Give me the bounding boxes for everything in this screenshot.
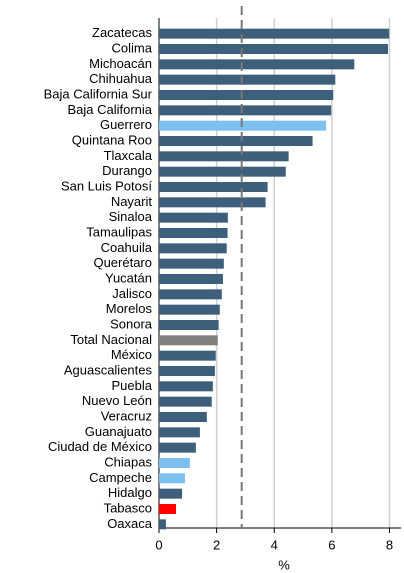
bar xyxy=(159,243,227,254)
y-tick-label: Ciudad de México xyxy=(48,439,152,454)
y-tick-label: Zacatecas xyxy=(92,25,152,40)
bar xyxy=(159,166,286,177)
y-tick-label: Baja California Sur xyxy=(44,86,153,101)
y-tick-label: Puebla xyxy=(112,378,153,393)
bar xyxy=(159,197,266,208)
y-tick-label: Tamaulipas xyxy=(86,224,152,239)
bar xyxy=(159,74,336,85)
bar xyxy=(159,212,228,223)
y-tick-label: Guanajuato xyxy=(85,424,152,439)
y-tick-label: Campeche xyxy=(89,470,152,485)
bar xyxy=(159,519,166,530)
bar xyxy=(159,473,185,484)
bar xyxy=(159,442,196,453)
y-tick-label: Michoacán xyxy=(89,56,152,71)
y-tick-label: Yucatán xyxy=(105,270,152,285)
y-tick-label: Baja California xyxy=(67,102,152,117)
x-tick-label: 4 xyxy=(271,537,278,552)
y-tick-label: Guerrero xyxy=(100,117,152,132)
bar xyxy=(159,28,390,39)
bar xyxy=(159,258,224,269)
bar xyxy=(159,304,220,315)
bar xyxy=(159,289,222,300)
y-tick-label: Quintana Roo xyxy=(72,132,152,147)
y-tick-label: Coahuila xyxy=(101,240,153,255)
y-tick-label: Sonora xyxy=(110,316,153,331)
y-tick-label: Sinaloa xyxy=(109,209,153,224)
y-tick-label: Chiapas xyxy=(104,454,152,469)
bar xyxy=(159,320,219,330)
x-tick-label: 2 xyxy=(213,537,220,552)
y-tick-label: Chihuahua xyxy=(89,71,153,86)
y-tick-label: Aguascalientes xyxy=(64,362,153,377)
y-tick-label: Oaxaca xyxy=(107,516,153,531)
bar xyxy=(159,458,190,468)
y-tick-label: Colima xyxy=(112,40,153,55)
y-tick-label: Durango xyxy=(102,163,152,178)
y-tick-label: Veracruz xyxy=(101,408,152,423)
y-tick-label: San Luis Potosí xyxy=(61,178,152,193)
bar xyxy=(159,396,212,407)
y-tick-label: Nayarit xyxy=(111,194,153,209)
y-tick-label: Total Nacional xyxy=(70,332,152,347)
y-tick-label: Morelos xyxy=(106,301,153,316)
bar xyxy=(159,44,389,54)
bar xyxy=(159,151,289,162)
y-tick-label: Querétaro xyxy=(93,255,152,270)
bar xyxy=(159,366,215,376)
bar xyxy=(159,90,334,100)
bar xyxy=(159,381,213,392)
y-tick-label: Hidalgo xyxy=(108,485,152,500)
x-tick-label: 8 xyxy=(386,537,393,552)
bar xyxy=(159,350,216,361)
bar xyxy=(159,274,223,284)
bar xyxy=(159,228,228,238)
y-tick-label: Nuevo León xyxy=(82,393,152,408)
x-tick-label: 0 xyxy=(155,537,162,552)
x-axis-label: % xyxy=(278,557,290,572)
y-tick-label: Tlaxcala xyxy=(104,148,153,163)
bar xyxy=(159,182,268,192)
bar xyxy=(159,488,183,499)
y-tick-label: Tabasco xyxy=(104,500,152,515)
bar xyxy=(159,59,355,70)
bar xyxy=(159,504,176,514)
bar xyxy=(159,136,313,146)
bar xyxy=(159,427,200,438)
y-tick-label: México xyxy=(111,347,152,362)
bar xyxy=(159,105,332,116)
y-tick-label: Jalisco xyxy=(112,286,152,301)
x-tick-label: 6 xyxy=(328,537,335,552)
bar xyxy=(159,335,218,346)
bar xyxy=(159,412,207,422)
